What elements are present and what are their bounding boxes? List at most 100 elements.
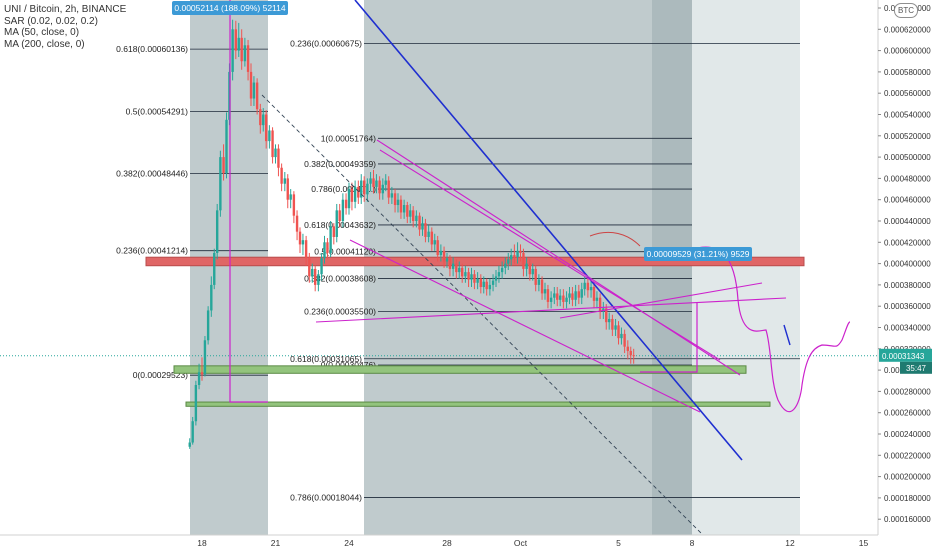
candle-body	[482, 281, 485, 288]
magenta-channel-line[interactable]	[315, 297, 787, 323]
candle-body	[353, 186, 357, 202]
price-axis-label: 0.000460000	[884, 196, 931, 205]
price-axis-label: 0.000520000	[884, 132, 931, 141]
countdown-bg	[900, 361, 932, 374]
candle-body	[592, 287, 596, 301]
ma50-indicator-label[interactable]: MA (50, close, 0)	[4, 27, 80, 38]
candle-body	[580, 289, 583, 298]
candle-body	[396, 199, 400, 206]
candle-body	[304, 240, 308, 259]
price-axis-label: 0.000360000	[884, 302, 931, 311]
dashed-trendline[interactable]	[261, 94, 719, 550]
measure-tag-bg[interactable]	[644, 247, 752, 261]
candle-body	[571, 293, 574, 300]
candle-body	[329, 226, 332, 253]
price-axis-label: 0.000160000	[884, 515, 931, 524]
last-price-tag: 0.00031343	[882, 352, 925, 361]
magenta-channel-line[interactable]	[379, 149, 721, 361]
time-axis-bg	[0, 535, 932, 550]
fib3-level-label: 0(0.00030476)	[321, 360, 376, 370]
candle-body	[614, 325, 617, 330]
candle-body	[617, 325, 620, 339]
chart-legend: UNI / Bitcoin, 2h, BINANCE SAR (0.02, 0.…	[4, 4, 126, 50]
candle-body	[298, 231, 302, 245]
candle-body	[372, 178, 375, 187]
candle-body	[271, 130, 274, 158]
magenta-channel-line[interactable]	[349, 239, 701, 413]
price-axis-label: 0.000440000	[884, 217, 931, 226]
support-zone-1[interactable]	[173, 365, 747, 374]
price-axis-label: 0.000580000	[884, 68, 931, 77]
candle-body	[191, 421, 194, 443]
small-arc[interactable]	[589, 231, 641, 247]
fib3-level-label: 0.382(0.00038608)	[304, 273, 376, 283]
blue-tick-mark[interactable]	[783, 324, 791, 346]
time-axis-label: 12	[785, 538, 795, 548]
price-axis-label: 0.000280000	[884, 387, 931, 396]
candle-body	[210, 284, 213, 311]
candle-body	[611, 318, 614, 330]
candle-body	[448, 258, 452, 269]
candle-body	[393, 193, 397, 206]
top-price-tag: 0.00052114 (188.09%) 52114	[174, 3, 285, 13]
time-axis-label: 15	[859, 538, 869, 548]
price-axis-label: 0.000200000	[884, 473, 931, 482]
measure-bracket-left[interactable]	[229, 0, 268, 403]
candle-body	[605, 308, 608, 323]
candle-body	[467, 272, 470, 280]
sar-indicator-label[interactable]: SAR (0.02, 0.02, 0.2)	[4, 15, 98, 27]
candle-body	[215, 210, 219, 253]
fib2-level-label: 0.786(0.00018044)	[290, 492, 362, 502]
candle-body	[280, 167, 283, 184]
candle-body	[507, 259, 510, 264]
candle-body	[577, 291, 581, 298]
currency-badge[interactable]: BTC	[894, 3, 918, 18]
candle-body	[375, 180, 378, 187]
candle-body	[225, 119, 228, 174]
ma200-indicator-label[interactable]: MA (200, close, 0)	[4, 38, 85, 50]
candle-body	[292, 194, 296, 216]
support-zone-2[interactable]	[185, 401, 771, 407]
candle-body	[406, 205, 409, 217]
top-price-tag-bg[interactable]	[172, 1, 288, 15]
candle-body	[415, 215, 418, 221]
shaded-region-4	[692, 0, 800, 535]
blue-trendline-1[interactable]	[354, 0, 743, 461]
candle-body	[286, 178, 289, 200]
candle-body	[479, 278, 483, 288]
candle-body	[433, 240, 436, 245]
candle-body	[344, 199, 348, 209]
price-axis-label: 0.000600000	[884, 47, 931, 56]
candle-body	[387, 180, 390, 198]
magenta-channel-line[interactable]	[376, 139, 741, 376]
candle-body	[197, 372, 201, 386]
candle-body	[534, 268, 537, 285]
projection-curve[interactable]	[689, 246, 851, 413]
candle-body	[341, 199, 345, 221]
candle-body	[595, 297, 599, 301]
candle-body	[240, 37, 243, 62]
candle-body	[399, 199, 403, 213]
measure-bracket-right[interactable]	[640, 302, 698, 373]
candle-body	[583, 282, 586, 290]
candle-body	[509, 255, 513, 260]
candle-body	[424, 223, 427, 237]
fib3-level-label: 0.236(0.00035500)	[304, 307, 376, 317]
candle-body	[200, 372, 204, 375]
candle-body	[519, 250, 522, 253]
candle-body	[411, 210, 415, 221]
candle-body	[246, 45, 250, 72]
last-price-tag-bg[interactable]	[879, 348, 932, 362]
candle-body	[381, 184, 385, 194]
candle-body	[522, 252, 525, 269]
symbol-title[interactable]: UNI / Bitcoin, 2h, BINANCE	[4, 4, 127, 15]
candle-body	[586, 282, 590, 291]
time-axis-label: 18	[197, 538, 207, 548]
resistance-zone[interactable]	[145, 256, 805, 267]
candle-body	[323, 242, 326, 259]
magenta-channel-line[interactable]	[559, 282, 763, 319]
candle-body	[427, 231, 430, 237]
candle-body	[464, 272, 467, 277]
candle-body	[262, 114, 265, 126]
